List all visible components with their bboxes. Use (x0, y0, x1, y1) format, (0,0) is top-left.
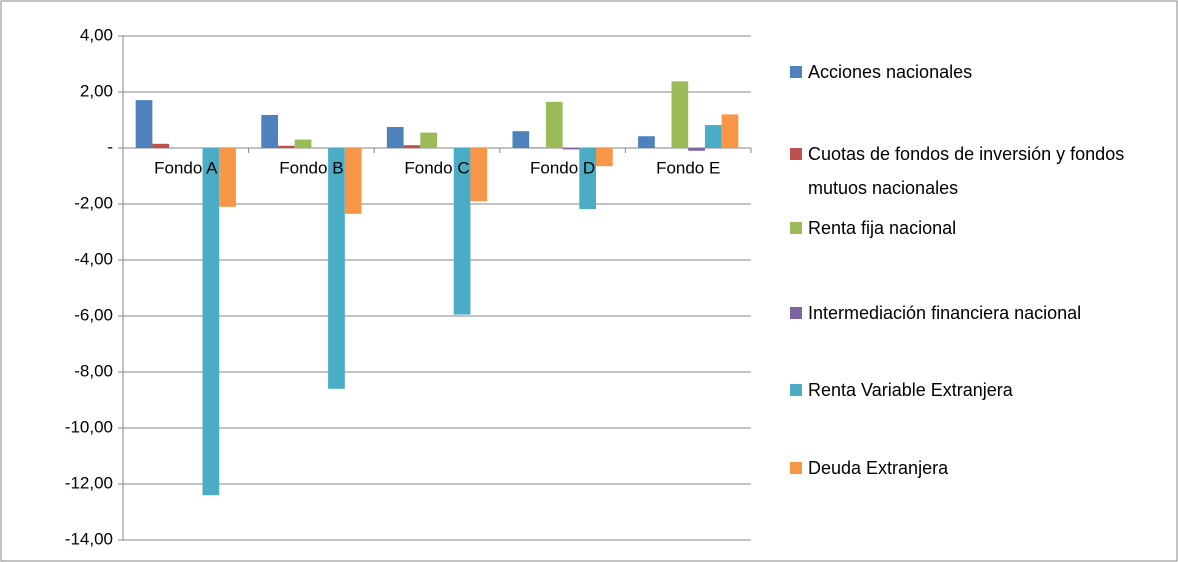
y-tick-label: 4,00 (80, 25, 113, 44)
bar (152, 143, 170, 148)
y-tick-label: - (107, 137, 113, 156)
x-tick-label: Fondo C (404, 158, 469, 177)
bar (294, 139, 312, 148)
y-tick-label: 2,00 (80, 81, 113, 100)
y-tick-label: -12,00 (65, 473, 113, 492)
bar (219, 148, 236, 207)
bar (261, 114, 278, 148)
y-tick-label: -2,00 (74, 193, 113, 212)
legend-label: Intermediación financiera nacional (808, 303, 1082, 323)
legend-item: Intermediación financiera nacional (790, 296, 1170, 330)
x-tick-label: Fondo D (530, 158, 595, 177)
bar (328, 148, 345, 389)
bar (596, 148, 613, 167)
x-tick-label: Fondo B (279, 158, 343, 177)
bar (202, 148, 220, 496)
bar (529, 147, 546, 148)
bar (135, 100, 153, 148)
bar (277, 145, 295, 148)
bar (403, 145, 421, 148)
legend-label: Renta fija nacional (808, 218, 957, 238)
legend-item: Cuotas de fondos de inversión y fondos m… (790, 137, 1170, 205)
bar (470, 148, 488, 202)
bar (721, 114, 739, 148)
legend-swatch (790, 66, 802, 78)
y-tick-label: -6,00 (74, 305, 113, 324)
x-tick-label: Fondo A (154, 158, 218, 177)
y-tick-label: -8,00 (74, 361, 113, 380)
legend-swatch (790, 222, 802, 234)
bar (512, 131, 530, 148)
x-tick-label: Fondo E (656, 158, 720, 177)
bar (545, 101, 563, 148)
bar (671, 81, 689, 148)
bar (344, 148, 362, 214)
bar (579, 148, 597, 210)
bar (704, 125, 722, 148)
bar (638, 136, 655, 148)
legend-label: Cuotas de fondos de inversión y fondos m… (808, 144, 1125, 198)
y-tick-label: -10,00 (65, 417, 113, 436)
bar (386, 127, 404, 148)
legend-swatch (790, 148, 802, 160)
y-tick-label: -4,00 (74, 249, 113, 268)
legend-item: Renta fija nacional (790, 211, 1170, 245)
bar (562, 148, 580, 150)
legend-item: Deuda Extranjera (790, 451, 1170, 485)
legend-swatch (790, 307, 802, 319)
legend-item: Acciones nacionales (790, 55, 1170, 89)
legend-label: Renta Variable Extranjera (808, 380, 1013, 400)
legend-item: Renta Variable Extranjera (790, 373, 1170, 407)
legend-label: Acciones nacionales (808, 62, 973, 82)
legend-label: Deuda Extranjera (808, 458, 949, 478)
bar (453, 148, 471, 315)
bar (688, 148, 705, 151)
legend-swatch (790, 462, 802, 474)
y-tick-label: -14,00 (65, 529, 113, 548)
bar (420, 132, 437, 148)
legend-swatch (790, 384, 802, 396)
